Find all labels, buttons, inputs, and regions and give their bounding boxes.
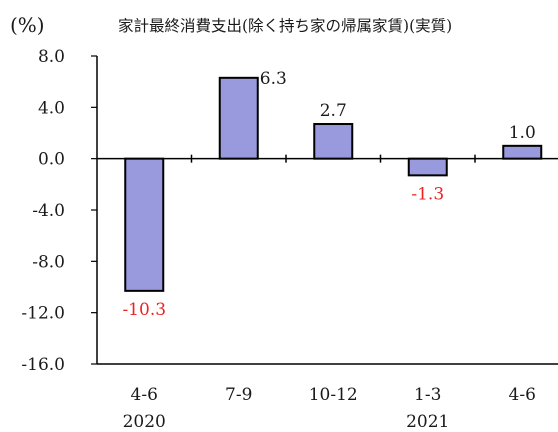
y-tick-label: 4.0 <box>38 98 65 118</box>
bar-value-label: 1.0 <box>509 123 536 143</box>
y-tick-label: -8.0 <box>32 252 65 272</box>
bar <box>502 144 543 160</box>
x-year-label: 2020 <box>123 412 166 432</box>
x-tick-label: 10-12 <box>309 385 358 405</box>
y-tick-label: -12.0 <box>21 304 65 324</box>
bar-value-label: 2.7 <box>320 101 347 121</box>
x-tick-label: 7-9 <box>225 385 252 405</box>
y-tick-label: -4.0 <box>32 201 65 221</box>
y-tick-label: 0.0 <box>38 150 65 170</box>
x-tick-label: 4-6 <box>509 385 536 405</box>
x-tick-label: 4-6 <box>131 385 158 405</box>
bar-value-label: -10.3 <box>122 300 166 320</box>
bar <box>407 157 448 177</box>
y-tick-label: -16.0 <box>21 355 65 375</box>
y-axis-unit-label: (%) <box>10 13 45 37</box>
plot-area: 8.0 4.0 0.0 -4.0 -8.0 -12.0 -16.0 -10.3 4-6 2020 6… <box>21 47 558 432</box>
bar-value-label: 6.3 <box>260 69 287 89</box>
bar <box>313 123 354 160</box>
y-tick-label: 8.0 <box>38 47 65 67</box>
x-tick-label: 1-3 <box>414 385 441 405</box>
x-year-label: 2021 <box>406 412 449 432</box>
chart-title: 家計最終消費支出(除く持ち家の帰属家賃)(実質) <box>118 17 452 35</box>
bar <box>218 76 259 160</box>
bar-value-label: -1.3 <box>411 184 444 204</box>
bar <box>124 157 165 292</box>
